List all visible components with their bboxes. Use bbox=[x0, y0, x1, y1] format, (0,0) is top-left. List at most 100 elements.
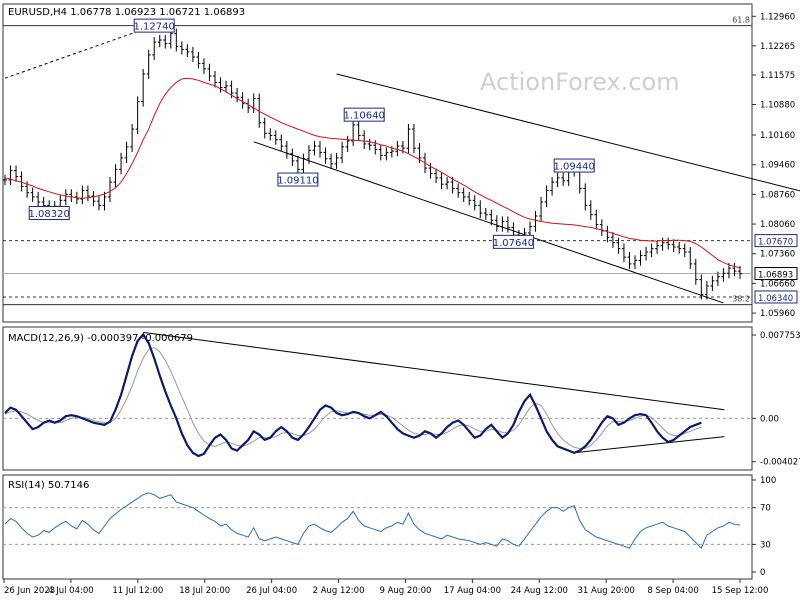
ohlc-bar bbox=[456, 183, 461, 198]
swing-label: 1.08320 bbox=[29, 206, 70, 221]
ohlc-bar bbox=[174, 28, 179, 52]
macd-trendline bbox=[574, 436, 725, 454]
macd-trendlines bbox=[143, 331, 725, 454]
ohlc-bar bbox=[157, 34, 162, 48]
x-tick-label: 8 Sep 04:00 bbox=[647, 586, 698, 596]
level-tag: 1.06340 bbox=[754, 290, 798, 304]
swing-label-text: 1.08320 bbox=[29, 209, 70, 220]
ohlc-bar bbox=[633, 255, 637, 269]
ohlc-bar bbox=[318, 140, 322, 158]
current-price-text: 1.06893 bbox=[758, 271, 793, 281]
ohlc-bar bbox=[483, 207, 488, 220]
macd-panel: MACD(12,26,9) -0.000397 -0.000679 0.0077… bbox=[2, 326, 800, 471]
ohlc-bar bbox=[688, 246, 693, 269]
ohlc-bar bbox=[555, 172, 560, 188]
ohlc-bar bbox=[19, 171, 24, 192]
y-tick-label: 70 bbox=[760, 504, 771, 514]
ohlc-bar bbox=[201, 58, 206, 74]
macd-title: MACD(12,26,9) -0.000397 -0.000679 bbox=[8, 333, 193, 344]
ohlc-bar bbox=[588, 200, 593, 220]
fib-label: 38.2 bbox=[732, 295, 750, 304]
level-tag: 1.07670 bbox=[754, 234, 798, 248]
watermark: ActionForex.com bbox=[480, 68, 680, 96]
ohlc-bar bbox=[583, 183, 588, 211]
swing-label-text: 1.07640 bbox=[493, 238, 534, 249]
rsi-panel: RSI(14) 50.7146 100 70 30 0 bbox=[2, 474, 776, 580]
y-tick-label: 1.07360 bbox=[760, 250, 795, 260]
ohlc-bar bbox=[704, 280, 709, 300]
ohlc-bar bbox=[196, 51, 201, 69]
ohlc-bar bbox=[63, 189, 68, 206]
macd-main-line bbox=[4, 332, 702, 458]
ohlc-bar bbox=[406, 123, 411, 154]
ohlc-bar bbox=[163, 34, 168, 49]
ohlc-bar bbox=[284, 140, 289, 159]
ohlc-bar bbox=[671, 239, 676, 253]
swing-label: 1.12740 bbox=[134, 18, 175, 33]
ohlc-bar bbox=[472, 195, 477, 211]
ohlc-bar bbox=[91, 190, 96, 207]
ohlc-bar bbox=[627, 252, 632, 269]
ohlc-bar bbox=[561, 172, 566, 186]
x-tick-label: 15 Sep 12:00 bbox=[712, 586, 769, 596]
ohlc-bar bbox=[3, 174, 7, 186]
ohlc-bar bbox=[113, 164, 118, 188]
ohlc-bar bbox=[378, 144, 383, 161]
ohlc-bar bbox=[102, 191, 107, 211]
ohlc-bar bbox=[467, 191, 472, 206]
current-price-box bbox=[754, 267, 798, 281]
y-tick-label: 0.007753 bbox=[760, 331, 800, 341]
x-tick-label: 31 Aug 20:00 bbox=[578, 586, 635, 596]
ohlc-bar bbox=[494, 215, 499, 232]
price-header: EURUSD,H4 1.06778 1.06923 1.06721 1.0689… bbox=[8, 7, 245, 18]
swing-label-box bbox=[343, 107, 385, 122]
ohlc-bar bbox=[207, 63, 212, 82]
y-tick-label: 0 bbox=[760, 568, 765, 578]
ohlc-bar bbox=[224, 80, 229, 93]
ohlc-bar bbox=[306, 145, 311, 164]
x-tick-label: 26 Jul 04:00 bbox=[246, 586, 297, 596]
swing-labels: 1.12740 1.08320 1.10640 1.09110 1.09440 1.076… bbox=[29, 18, 595, 249]
ohlc-bar bbox=[279, 134, 284, 152]
fib-label: 61.8 bbox=[732, 16, 750, 25]
ohlc-bar bbox=[85, 185, 90, 202]
price-levels: 61.8 38.2 bbox=[3, 16, 752, 306]
ohlc-bar bbox=[738, 266, 742, 279]
swing-label-text: 1.12740 bbox=[134, 22, 175, 33]
ohlc-bar bbox=[146, 49, 151, 80]
ohlc-bar bbox=[312, 140, 317, 156]
y-tick-label: 30 bbox=[760, 540, 771, 550]
ohlc-bar bbox=[638, 250, 643, 266]
rsi-levels bbox=[3, 507, 752, 545]
y-tick-label: 1.06660 bbox=[760, 279, 795, 289]
ohlc-bar bbox=[273, 130, 278, 145]
swing-label: 1.09110 bbox=[277, 172, 319, 187]
swing-label: 1.09440 bbox=[554, 158, 595, 173]
macd-y-axis: 0.007753 0.00 -0.004027 bbox=[752, 331, 800, 468]
ohlc-bar bbox=[262, 117, 267, 139]
ohlc-bar bbox=[96, 196, 101, 211]
ohlc-bar bbox=[290, 148, 295, 166]
dotted-trendline bbox=[4, 25, 155, 79]
ohlc-bar bbox=[257, 93, 262, 128]
macd-panel-frame bbox=[2, 326, 753, 471]
ohlc-bar bbox=[185, 44, 190, 57]
x-tick-label: 2 Aug 12:00 bbox=[313, 586, 365, 596]
ohlc-bar bbox=[411, 123, 416, 154]
ohlc-bar bbox=[373, 140, 378, 155]
level-tag-box bbox=[754, 234, 798, 248]
ohlc-bar bbox=[268, 128, 273, 141]
current-price-tag: 1.06893 bbox=[754, 267, 798, 281]
ohlc-bar bbox=[544, 185, 549, 208]
y-tick-label: 1.11575 bbox=[760, 71, 795, 81]
ohlc-bar bbox=[351, 119, 356, 147]
ohlc-bar bbox=[395, 140, 400, 157]
y-tick-label: 0.00 bbox=[760, 414, 779, 424]
ohlc-bar bbox=[505, 216, 510, 233]
y-tick-label: -0.004027 bbox=[760, 458, 800, 468]
ohlc-bar bbox=[489, 209, 494, 226]
ohlc-bar bbox=[384, 147, 389, 161]
ohlc-bar bbox=[14, 165, 19, 182]
ohlc-bar bbox=[539, 196, 544, 222]
